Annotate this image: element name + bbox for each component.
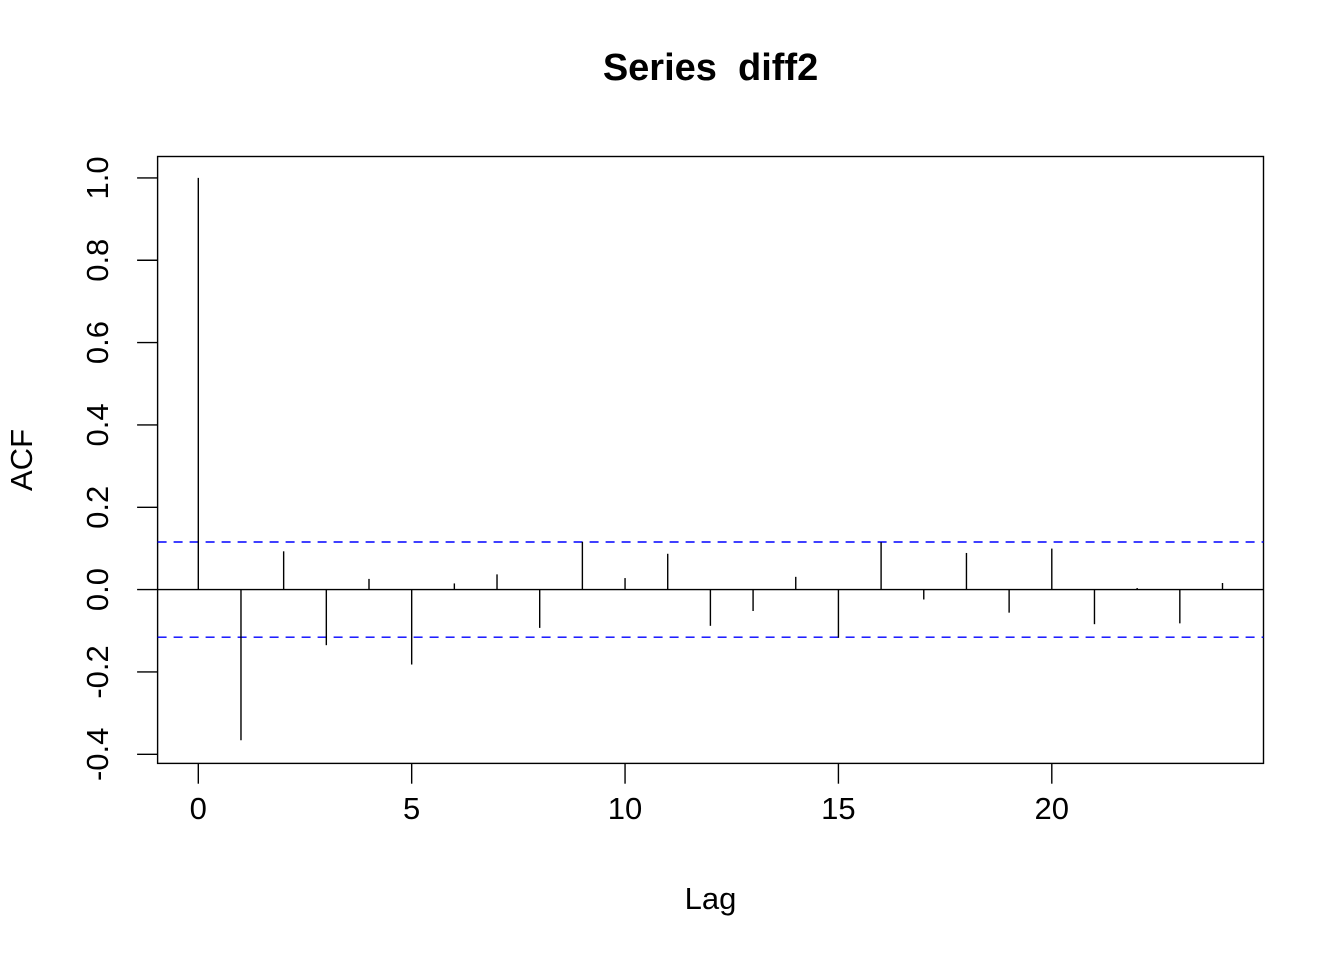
svg-text:1.0: 1.0 <box>80 156 115 199</box>
svg-text:0: 0 <box>190 791 207 826</box>
svg-text:5: 5 <box>403 791 420 826</box>
svg-text:0.2: 0.2 <box>80 486 115 529</box>
svg-text:-0.4: -0.4 <box>80 728 115 781</box>
svg-text:-0.2: -0.2 <box>80 645 115 698</box>
svg-text:15: 15 <box>821 791 855 826</box>
svg-text:0.4: 0.4 <box>80 403 115 446</box>
svg-text:0.8: 0.8 <box>80 239 115 282</box>
svg-text:0.0: 0.0 <box>80 568 115 611</box>
svg-text:10: 10 <box>608 791 642 826</box>
svg-text:0.6: 0.6 <box>80 321 115 364</box>
svg-text:20: 20 <box>1035 791 1069 826</box>
